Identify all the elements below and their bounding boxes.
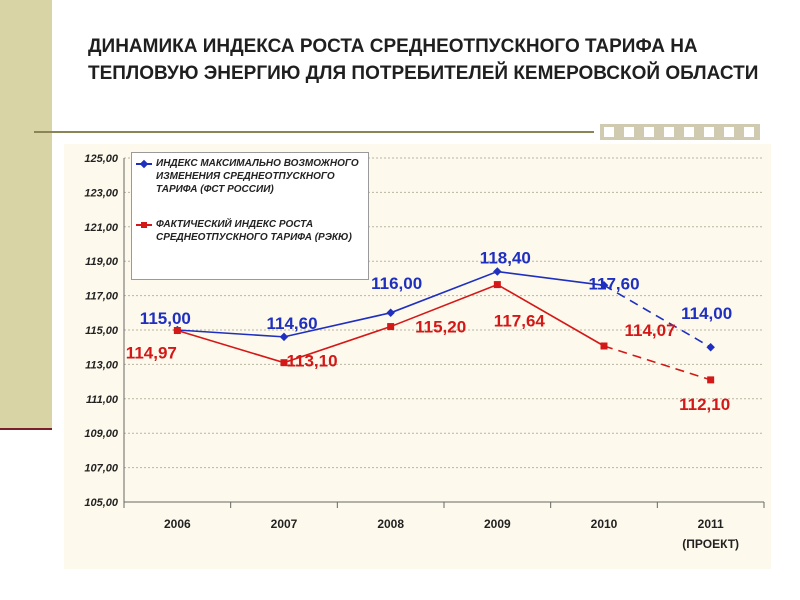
decorative-square [644, 127, 654, 137]
decorative-square [664, 127, 674, 137]
data-label: 117,64 [494, 312, 546, 331]
decorative-square [724, 127, 734, 137]
legend-item-fst: ИНДЕКС МАКСИМАЛЬНО ВОЗМОЖНОГО ИЗМЕНЕНИЯ … [156, 158, 359, 195]
y-tick-label: 117,00 [85, 291, 119, 303]
y-tick-label: 123,00 [84, 187, 119, 199]
series-line-projection [603, 345, 711, 381]
data-label: 115,20 [415, 318, 466, 337]
data-label: 114,07 [624, 321, 675, 340]
data-point [173, 327, 181, 335]
data-point [707, 376, 715, 384]
decorative-box [600, 124, 760, 140]
series-lines [173, 267, 715, 384]
y-tick-label: 115,00 [85, 325, 119, 337]
y-tick-label: 111,00 [86, 394, 119, 406]
diamond-marker-icon [139, 159, 149, 169]
data-label: 114,97 [126, 344, 177, 363]
data-label: 116,00 [371, 274, 422, 293]
axes: 105,00 107,00 109,00 111,00 113,00 115,00 117,… [84, 153, 765, 551]
data-label: 118,40 [480, 249, 531, 268]
page-title: ДИНАМИКА ИНДЕКСА РОСТА СРЕДНЕОТПУСКНОГО … [88, 36, 759, 84]
data-label: 117,60 [588, 274, 639, 293]
decorative-square [704, 127, 714, 137]
decorative-side-line [0, 428, 52, 430]
y-tick-label: 113,00 [85, 359, 119, 371]
data-labels: 115,00 114,60 116,00 118,40 117,60 114,00 114,… [126, 249, 732, 414]
decorative-square [624, 127, 634, 137]
data-point [387, 323, 395, 331]
x-tick-label: 2008 [377, 517, 404, 531]
data-point [493, 267, 502, 276]
legend-line-blue [136, 159, 152, 169]
legend-item-reku: ФАКТИЧЕСКИЙ ИНДЕКС РОСТА СРЕДНЕОТПУСКНОГ… [156, 219, 352, 243]
y-tick-label: 119,00 [85, 256, 119, 268]
square-marker-icon [141, 222, 147, 228]
y-tick-label: 107,00 [84, 463, 119, 475]
decorative-square [744, 127, 754, 137]
data-point [706, 342, 715, 352]
data-label: 114,00 [681, 304, 732, 323]
data-label: 115,00 [140, 309, 191, 328]
data-label: 112,10 [679, 395, 730, 414]
data-label: 113,10 [286, 352, 337, 371]
x-tick-label: 2010 [591, 517, 618, 531]
y-tick-label: 121,00 [84, 222, 119, 234]
x-tick-label: 2011 [698, 517, 724, 531]
data-label: 114,60 [266, 314, 317, 333]
decorative-square [684, 127, 694, 137]
x-tick-sublabel: (ПРОЕКТ) [682, 537, 739, 551]
data-point [600, 342, 608, 350]
x-tick-label: 2009 [484, 517, 511, 531]
data-point [493, 281, 501, 289]
y-tick-label: 105,00 [84, 497, 119, 509]
decorative-square [604, 127, 614, 137]
y-tick-label: 109,00 [84, 428, 119, 440]
x-tick-label: 2006 [164, 517, 191, 531]
chart-legend: ИНДЕКС МАКСИМАЛЬНО ВОЗМОЖНОГО ИЗМЕНЕНИЯ … [131, 152, 369, 280]
x-tick-label: 2007 [271, 517, 298, 531]
data-point [599, 281, 609, 290]
legend-line-red [136, 222, 152, 228]
data-point [279, 332, 289, 342]
title-divider [34, 131, 594, 133]
y-tick-label: 125,00 [84, 153, 119, 165]
data-point [386, 308, 395, 318]
decorative-side-bar [0, 0, 52, 428]
data-point [280, 359, 288, 367]
series-line-projection [603, 284, 712, 348]
